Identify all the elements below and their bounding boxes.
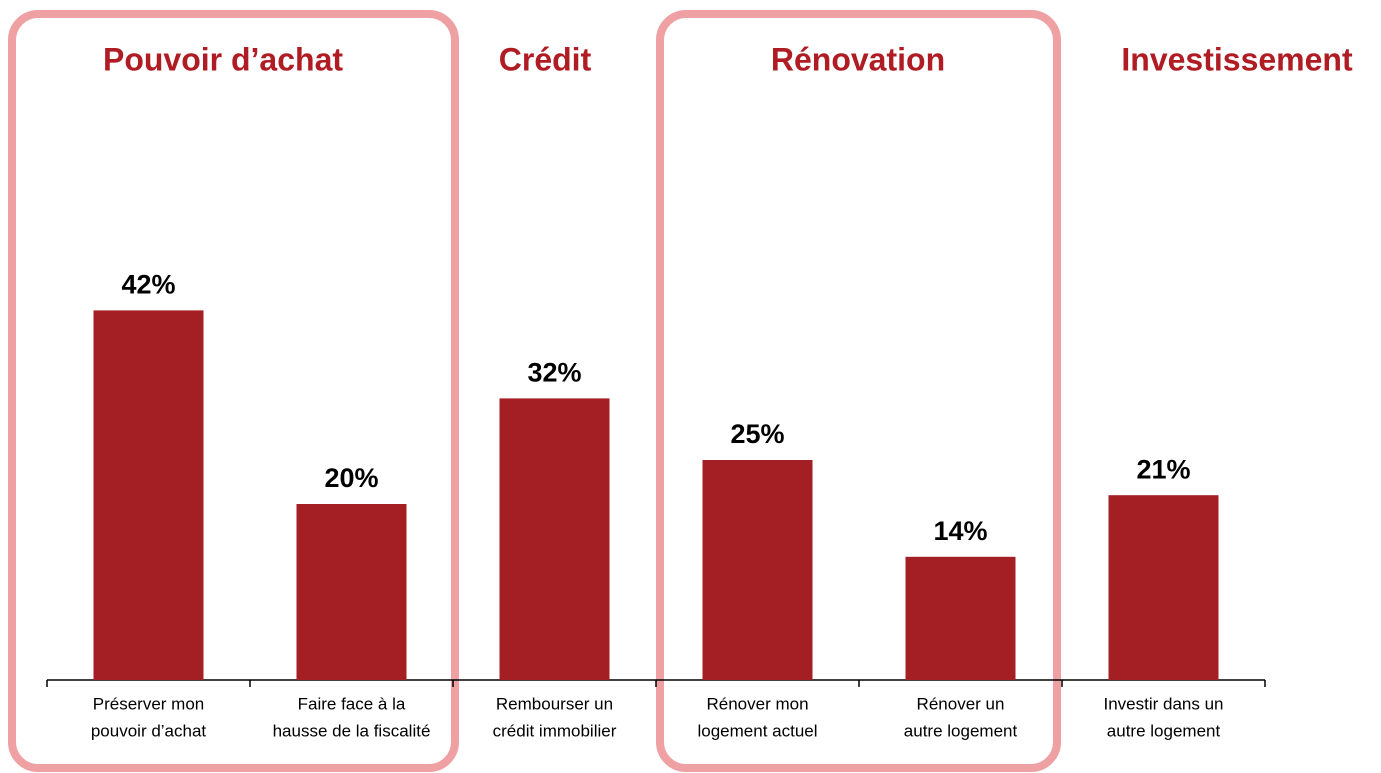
bar <box>296 504 407 680</box>
group-label: Pouvoir d’achat <box>103 41 343 77</box>
bar <box>905 556 1016 680</box>
x-tick-label: Investir dans un <box>1103 694 1223 713</box>
x-tick-label: hausse de la fiscalité <box>273 721 431 740</box>
group-box <box>8 10 459 772</box>
value-label: 32% <box>527 358 581 388</box>
value-label: 42% <box>121 270 175 300</box>
x-tick-label: pouvoir d’achat <box>91 721 207 740</box>
x-tick-label: Faire face à la <box>298 694 406 713</box>
value-label: 20% <box>324 463 378 493</box>
bar <box>93 310 204 680</box>
x-tick-label: Rénover un <box>917 694 1005 713</box>
group-box <box>656 10 1061 772</box>
group-label: Crédit <box>499 41 592 77</box>
group-label: Rénovation <box>771 41 945 77</box>
value-label: 25% <box>730 419 784 449</box>
x-tick-label: Rembourser un <box>496 694 613 713</box>
x-tick-label: autre logement <box>904 721 1018 740</box>
group-label: Investissement <box>1121 41 1353 77</box>
x-tick-label: Préserver mon <box>93 694 204 713</box>
bar <box>702 460 813 680</box>
x-tick-label: autre logement <box>1107 721 1221 740</box>
bar <box>499 398 610 680</box>
bar <box>1108 495 1219 680</box>
x-tick-label: Rénover mon <box>706 694 808 713</box>
value-label: 14% <box>933 516 987 546</box>
value-label: 21% <box>1136 454 1190 484</box>
x-tick-label: crédit immobilier <box>493 721 617 740</box>
x-tick-label: logement actuel <box>697 721 817 740</box>
